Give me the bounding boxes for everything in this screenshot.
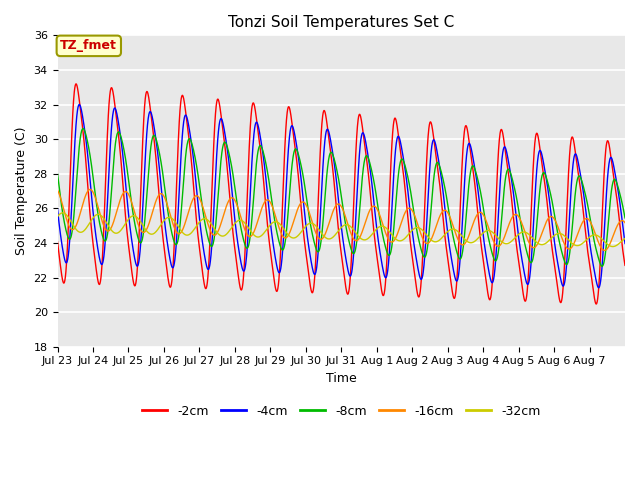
X-axis label: Time: Time (326, 372, 356, 385)
Text: TZ_fmet: TZ_fmet (60, 39, 117, 52)
Y-axis label: Soil Temperature (C): Soil Temperature (C) (15, 127, 28, 255)
Title: Tonzi Soil Temperatures Set C: Tonzi Soil Temperatures Set C (228, 15, 454, 30)
Legend: -2cm, -4cm, -8cm, -16cm, -32cm: -2cm, -4cm, -8cm, -16cm, -32cm (137, 400, 545, 423)
